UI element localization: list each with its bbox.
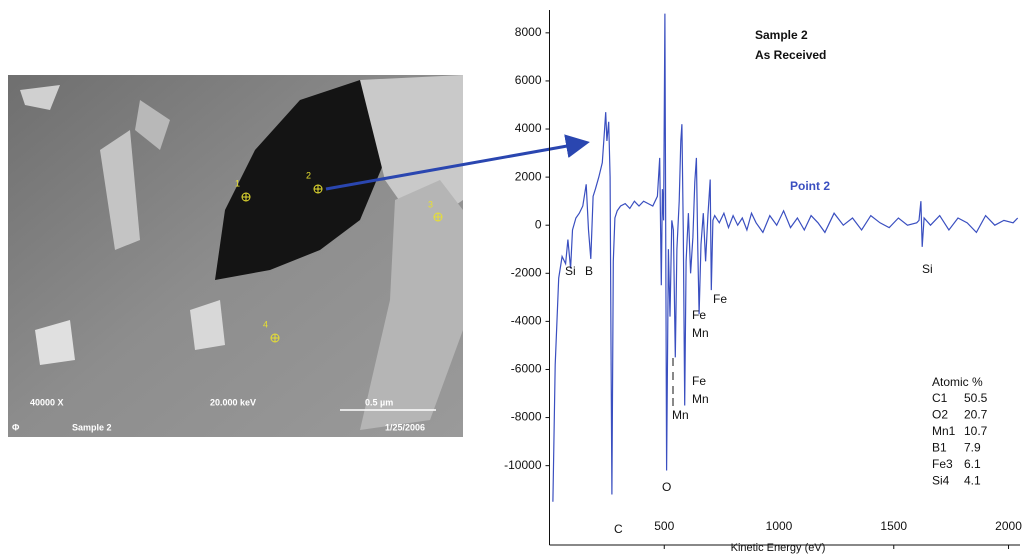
logo: Φ	[12, 422, 20, 432]
peak-label: Si	[922, 262, 933, 276]
y-tick-label: 4000	[515, 121, 542, 135]
peak-label: C	[614, 522, 623, 536]
y-tick-label: 2000	[515, 169, 542, 183]
table-element: Si4	[932, 474, 950, 488]
scale-label: 0.5 µm	[365, 397, 393, 407]
x-tick-label: 2000	[995, 519, 1022, 533]
point-label: 1	[235, 178, 240, 188]
y-tick-label: 6000	[515, 73, 542, 87]
table-value: 4.1	[964, 474, 981, 488]
table-element: B1	[932, 441, 947, 455]
chart-subtitle: As Received	[755, 48, 826, 62]
peak-label: Fe	[692, 308, 706, 322]
peak-label: Mn	[672, 408, 689, 422]
peak-label: Si	[565, 264, 576, 278]
peak-label: Fe	[692, 374, 706, 388]
peak-label: Fe	[713, 292, 727, 306]
x-tick-label: 1500	[880, 519, 907, 533]
chart-title: Sample 2	[755, 28, 808, 42]
y-tick-label: -10000	[504, 458, 542, 472]
table-element: C1	[932, 391, 948, 405]
y-tick-label: 0	[535, 217, 542, 231]
table-value: 10.7	[964, 424, 988, 438]
voltage: 20.000 keV	[210, 397, 256, 407]
x-tick-label: 1000	[766, 519, 793, 533]
series-label: Point 2	[790, 179, 830, 193]
table-value: 7.9	[964, 441, 981, 455]
peak-label: O	[662, 480, 671, 494]
point-label: 2	[306, 170, 311, 180]
peak-label: Mn	[692, 326, 709, 340]
date: 1/25/2006	[385, 422, 425, 432]
table-element: O2	[932, 408, 948, 422]
magnification: 40000 X	[30, 397, 64, 407]
y-tick-label: -6000	[511, 362, 542, 376]
y-tick-label: -8000	[511, 410, 542, 424]
table-value: 6.1	[964, 457, 981, 471]
table-element: Fe3	[932, 457, 953, 471]
table-title: Atomic %	[932, 375, 983, 389]
y-tick-label: -2000	[511, 265, 542, 279]
table-value: 50.5	[964, 391, 988, 405]
point-label: 3	[428, 199, 433, 209]
y-tick-label: 8000	[515, 25, 542, 39]
x-axis-label: Kinetic Energy (eV)	[731, 542, 826, 554]
peak-label: Mn	[692, 392, 709, 406]
table-value: 20.7	[964, 408, 988, 422]
x-tick-label: 500	[654, 519, 674, 533]
spectrum-line	[552, 13, 1019, 502]
y-tick-label: -4000	[511, 314, 542, 328]
point-label: 4	[263, 319, 268, 329]
arrow	[325, 134, 590, 191]
sample-label: Sample 2	[72, 422, 112, 432]
peak-label: B	[585, 264, 593, 278]
sem-image: 40000 X 20.000 keV 0.5 µm Φ Sample 2 1/2…	[8, 75, 463, 437]
table-element: Mn1	[932, 424, 956, 438]
